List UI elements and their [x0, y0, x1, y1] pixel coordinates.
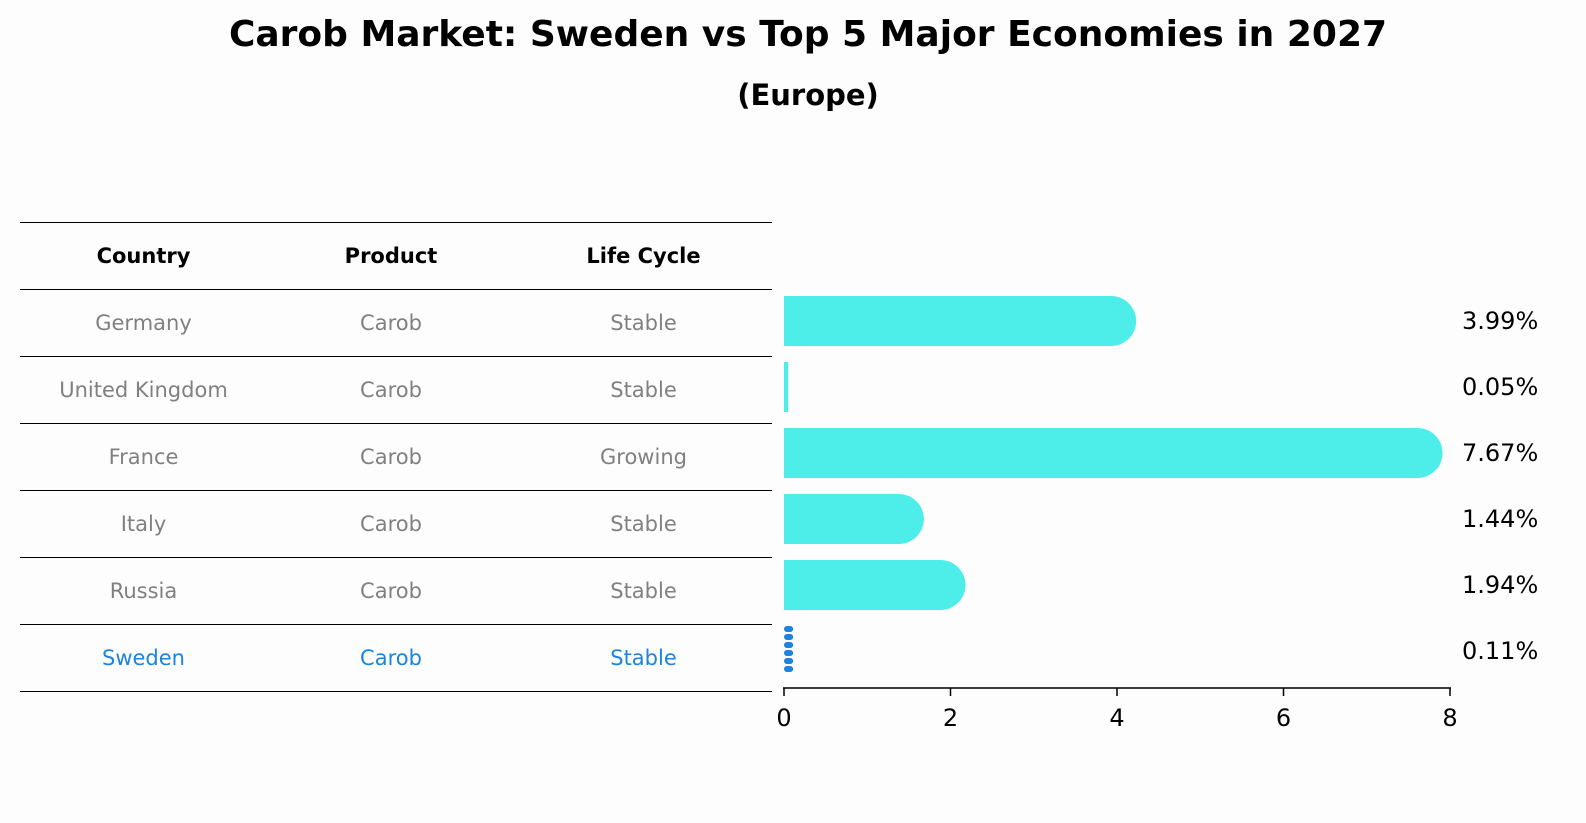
table-row: Italy Carob Stable	[20, 490, 772, 558]
data-table: Country Product Life Cycle Germany Carob…	[20, 222, 772, 692]
x-tick-label: 4	[1109, 704, 1124, 732]
value-labels-layer: 3.99% 0.05% 7.67% 1.44% 1.94% 0.11%	[1462, 307, 1538, 665]
table-row: Germany Carob Stable	[20, 289, 772, 357]
bar-united-kingdom	[784, 362, 789, 412]
data-table-container: Country Product Life Cycle Germany Carob…	[20, 222, 772, 692]
cell-life-cycle: Stable	[515, 557, 772, 625]
value-label: 1.44%	[1462, 505, 1538, 533]
chart-subtitle: (Europe)	[737, 78, 879, 112]
table-row: France Carob Growing	[20, 423, 772, 491]
bar-italy	[784, 494, 924, 544]
value-label: 7.67%	[1462, 439, 1538, 467]
x-tick-label: 0	[776, 704, 791, 732]
column-header-product: Product	[267, 222, 515, 290]
cell-product: Carob	[267, 490, 515, 558]
cell-life-cycle: Stable	[515, 624, 772, 692]
chart-title: Carob Market: Sweden vs Top 5 Major Econ…	[228, 14, 1388, 55]
table-row: Russia Carob Stable	[20, 557, 772, 625]
value-label: 3.99%	[1462, 307, 1538, 335]
bar-germany	[784, 296, 1137, 346]
table-header-row: Country Product Life Cycle	[20, 222, 772, 290]
x-tick-label: 6	[1276, 704, 1291, 732]
column-header-life-cycle: Life Cycle	[515, 222, 772, 290]
cell-life-cycle: Stable	[515, 490, 772, 558]
cell-country: France	[20, 423, 267, 491]
cell-country: Italy	[20, 490, 267, 558]
cell-product: Carob	[267, 356, 515, 424]
cell-life-cycle: Growing	[515, 423, 772, 491]
bar-sweden	[784, 626, 794, 672]
x-tick-label: 8	[1442, 704, 1457, 732]
x-axis: 0 2 4 6 8	[776, 687, 1458, 732]
bars-layer	[784, 296, 1443, 672]
cell-country: United Kingdom	[20, 356, 267, 424]
x-tick-label: 2	[943, 704, 958, 732]
cell-product: Carob	[267, 423, 515, 491]
value-label: 1.94%	[1462, 571, 1538, 599]
bar-france	[784, 428, 1443, 478]
cell-product: Carob	[267, 624, 515, 692]
cell-product: Carob	[267, 289, 515, 357]
bar-russia	[784, 560, 966, 610]
cell-country: Russia	[20, 557, 267, 625]
column-header-country: Country	[20, 222, 267, 290]
table-row: United Kingdom Carob Stable	[20, 356, 772, 424]
cell-country: Sweden	[20, 624, 267, 692]
table-row-highlighted: Sweden Carob Stable	[20, 624, 772, 692]
cell-product: Carob	[267, 557, 515, 625]
cell-life-cycle: Stable	[515, 289, 772, 357]
value-label: 0.11%	[1462, 637, 1538, 665]
cell-country: Germany	[20, 289, 267, 357]
value-label: 0.05%	[1462, 373, 1538, 401]
